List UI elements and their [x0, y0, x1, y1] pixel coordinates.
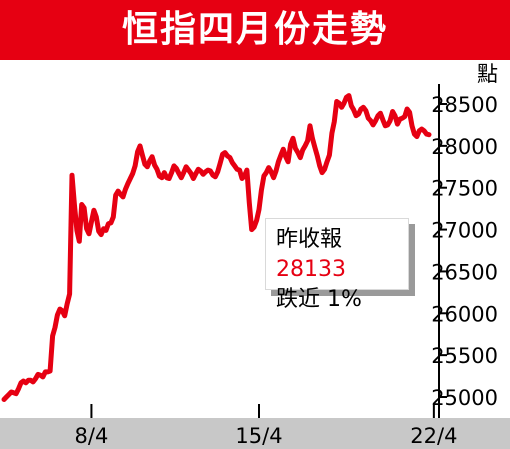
callout-line-1: 昨收報 28133 — [276, 225, 408, 285]
index-series-line — [1, 93, 432, 402]
y-tick-label: 28000 — [431, 135, 498, 159]
x-tick-label: 15/4 — [235, 424, 282, 448]
latest-close-callout: 昨收報 28133 跌近 1% — [265, 218, 409, 312]
y-axis-ticks: 25000 25500 26000 26500 27000 27500 28000 28500 — [431, 93, 498, 410]
y-axis-unit: 點 — [477, 62, 498, 86]
callout-value: 28133 — [276, 257, 346, 282]
title-banner: 恒指四月份走勢 — [0, 0, 510, 60]
y-tick-label: 26500 — [431, 260, 498, 284]
callout-line-2: 跌近 1% — [276, 287, 362, 312]
y-tick-label: 26000 — [431, 302, 498, 326]
callout-label: 昨收報 — [276, 227, 343, 252]
chart-title: 恒指四月份走勢 — [121, 9, 388, 50]
y-tick-label: 25500 — [431, 344, 498, 368]
y-tick-label: 27500 — [431, 177, 498, 201]
y-tick-label: 28500 — [431, 93, 498, 117]
series-group — [1, 93, 432, 402]
y-tick-label: 25000 — [431, 386, 498, 410]
x-tick-label: 22/4 — [410, 424, 457, 448]
x-tick-label: 8/4 — [75, 424, 109, 448]
y-tick-label: 27000 — [431, 219, 498, 243]
x-axis-band — [0, 418, 510, 449]
x-axis-ticks: 8/415/422/430/4 — [75, 404, 457, 448]
